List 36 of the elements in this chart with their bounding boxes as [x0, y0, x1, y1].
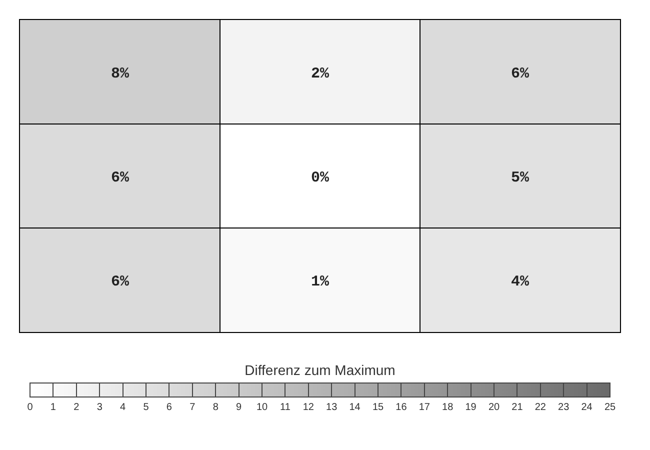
color-bar-label: 11 [280, 402, 291, 413]
color-bar-label: 25 [604, 402, 616, 413]
color-bar-label: 6 [166, 402, 172, 413]
data-label: 1% [310, 273, 330, 290]
data-label: 6% [110, 273, 130, 290]
color-bar-label: 19 [465, 402, 477, 413]
color-bar-label: 20 [488, 402, 500, 413]
color-bar-label: 12 [302, 402, 314, 413]
color-bar-label: 9 [236, 402, 242, 413]
color-bar-label: 0 [27, 402, 34, 413]
color-bar-label: 24 [581, 402, 593, 413]
color-bar-label: 3 [96, 402, 103, 413]
data-label: 0% [310, 169, 330, 186]
color-bar-label: 18 [442, 402, 454, 413]
data-label: 6% [510, 65, 530, 82]
data-label: 5% [510, 169, 530, 186]
color-bar-label: 7 [190, 402, 196, 413]
color-bar-label: 17 [418, 402, 430, 413]
color-bar-label: 10 [256, 402, 268, 413]
color-bar-label: 15 [372, 402, 384, 413]
color-bar-label: 1 [50, 402, 56, 413]
color-bar-label: 23 [558, 402, 570, 413]
data-label: 8% [110, 65, 130, 82]
color-bar-label: 21 [512, 402, 524, 413]
data-label: 6% [110, 169, 130, 186]
color-bar-title: Differenz zum Maximum [244, 362, 396, 378]
color-bar-label: 22 [534, 402, 546, 413]
color-bar-label: 13 [326, 402, 338, 413]
color-bar-label: 2 [74, 402, 80, 413]
color-bar-label: 4 [120, 402, 126, 413]
data-label: 2% [310, 65, 330, 82]
color-bar-label: 14 [349, 402, 361, 413]
data-label: 4% [510, 273, 530, 290]
color-bar-label: 16 [396, 402, 408, 413]
color-bar-label: 5 [143, 402, 150, 413]
color-bar-label: 8 [212, 402, 219, 413]
